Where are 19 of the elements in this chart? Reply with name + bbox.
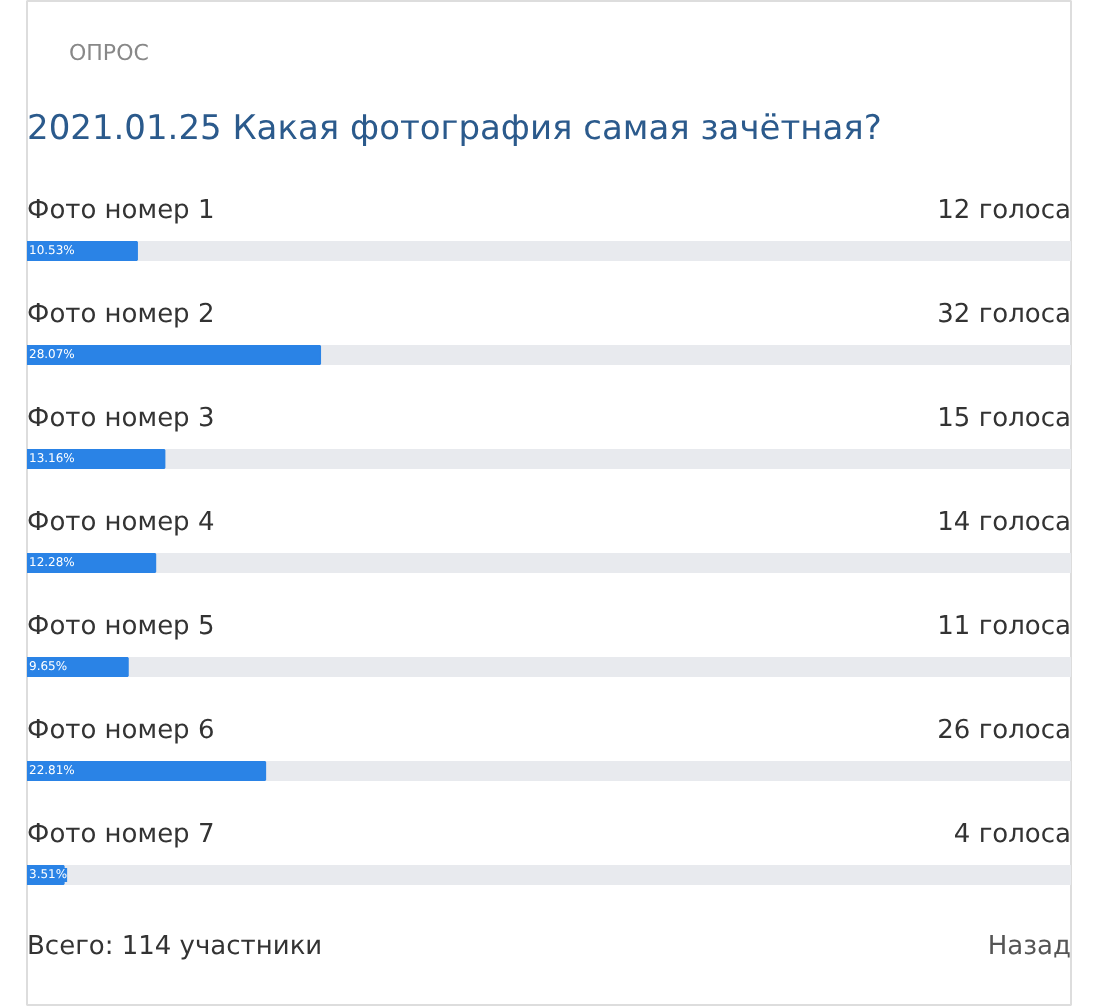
text: Всего: 114 участники [27, 932, 323, 962]
annotation: 14 голоса [937, 508, 1072, 538]
annotation: 32 голоса [937, 300, 1072, 330]
y-tick-label: Фото номер 7 [27, 820, 215, 850]
y-tick-label: Фото номер 4 [27, 508, 215, 538]
y-tick-label: Фото номер 6 [27, 716, 215, 746]
annotation: 12 голоса [937, 196, 1072, 226]
annotation: 4 голоса [953, 820, 1072, 850]
bar [27, 761, 267, 781]
y-tick-label: Фото номер 1 [27, 196, 215, 226]
y-tick-label: Фото номер 5 [27, 612, 215, 642]
y-tick-label: Фото номер 2 [27, 300, 215, 330]
text: Назад [987, 932, 1072, 962]
annotation: 11 голоса [937, 612, 1072, 642]
annotation: 26 голоса [937, 716, 1072, 746]
chart-subtitle: ОПРОС [69, 40, 150, 66]
annotation: 15 голоса [937, 404, 1072, 434]
chart-title: 2021.01.25 Какая фотография самая зачётная? [27, 109, 882, 149]
y-tick-label: Фото номер 3 [27, 404, 215, 434]
